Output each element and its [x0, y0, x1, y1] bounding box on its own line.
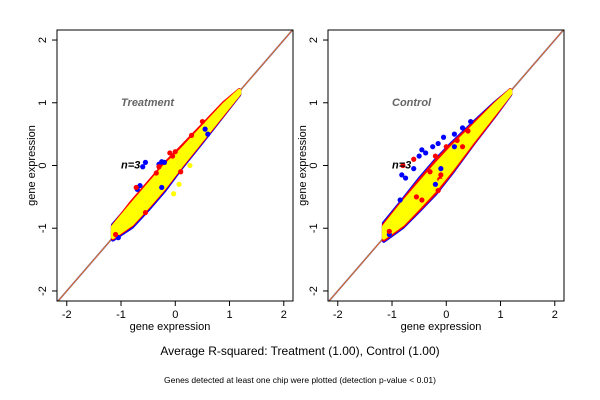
x-tick-label: 0	[172, 309, 178, 321]
y-tick-label: 1	[308, 100, 320, 106]
data-point	[400, 162, 406, 169]
y-tick-label: 2	[37, 37, 49, 43]
x-tick-label: 1	[226, 309, 232, 321]
data-point	[167, 150, 173, 156]
y-tick-label: -2	[308, 286, 320, 296]
x-axis-label: gene expression	[401, 321, 482, 333]
data-point	[438, 166, 444, 172]
x-tick-label: -2	[333, 309, 343, 321]
data-point	[161, 159, 168, 165]
x-tick-label: 0	[443, 309, 449, 321]
x-axis-label: gene expression	[130, 321, 211, 333]
y-tick-label: -1	[308, 223, 320, 233]
data-point	[427, 169, 433, 175]
y-tick-label: 2	[308, 37, 320, 43]
sample-count-annotation: n=3	[392, 160, 411, 172]
data-point	[435, 187, 441, 194]
r-squared-caption: Average R-squared: Treatment (1.00), Con…	[160, 344, 440, 358]
data-point	[451, 144, 458, 150]
panel-treatment: -2 -1 0 1 2 -2 -1 0 1 2 gene expression gene expres…	[26, 29, 294, 333]
data-point	[188, 132, 195, 138]
data-point	[156, 164, 162, 170]
data-point	[454, 137, 460, 144]
data-point	[440, 134, 447, 140]
x-tick-label: 2	[281, 309, 287, 321]
data-point	[187, 162, 193, 169]
data-point	[468, 118, 474, 125]
panel-control: -2 -1 0 1 2 -2 -1 0 1 2 gene expression gene expres…	[297, 29, 565, 333]
data-point	[443, 144, 449, 150]
data-point	[419, 147, 425, 153]
x-tick-label: -1	[116, 309, 126, 321]
data-point	[133, 184, 139, 191]
data-point	[140, 164, 146, 170]
y-tick-label: -2	[37, 286, 49, 296]
y-tick-label: 1	[37, 100, 49, 106]
sample-count-annotation: n=3	[121, 160, 140, 172]
data-point	[112, 231, 119, 238]
data-point	[416, 153, 422, 159]
data-point	[159, 184, 165, 191]
data-point	[176, 181, 182, 187]
data-point	[205, 131, 211, 137]
data-point	[432, 181, 439, 187]
data-point	[451, 131, 458, 137]
y-tick-label: 0	[37, 162, 49, 168]
plot-area	[57, 30, 293, 301]
data-point	[399, 172, 405, 178]
y-tick-label: 0	[308, 162, 320, 168]
data-point	[419, 197, 425, 203]
data-point	[432, 153, 439, 159]
data-point	[411, 156, 417, 162]
x-tick-label: -1	[387, 309, 397, 321]
data-point	[199, 118, 205, 125]
data-point	[386, 228, 392, 234]
yellow-point-cloud	[110, 88, 242, 240]
data-point	[397, 197, 403, 203]
y-axis-label: gene expression	[297, 125, 309, 206]
data-point	[178, 169, 184, 175]
detection-footnote: Genes detected at least one chip were pl…	[164, 375, 436, 385]
plot-area	[328, 30, 564, 301]
data-point	[411, 166, 417, 172]
data-point	[438, 178, 444, 184]
data-point	[459, 125, 466, 131]
y-axis-label: gene expression	[26, 125, 38, 206]
y-tick-label: -1	[37, 223, 49, 233]
x-tick-label: 2	[552, 309, 558, 321]
data-point	[435, 140, 441, 147]
data-point	[402, 175, 409, 181]
data-point	[413, 194, 420, 200]
data-point	[172, 149, 178, 155]
x-tick-label: -2	[62, 309, 72, 321]
data-point	[202, 126, 208, 132]
panel-title: Treatment	[121, 97, 175, 109]
panel-title: Control	[392, 97, 432, 109]
data-point	[430, 144, 436, 150]
data-point	[142, 209, 149, 216]
data-point	[465, 128, 471, 134]
data-point	[142, 159, 149, 165]
data-point	[423, 150, 429, 156]
x-tick-label: 1	[497, 309, 503, 321]
data-point	[459, 144, 466, 150]
data-point	[438, 172, 444, 178]
data-point	[171, 191, 177, 197]
data-point	[443, 169, 449, 175]
data-point	[153, 170, 159, 176]
